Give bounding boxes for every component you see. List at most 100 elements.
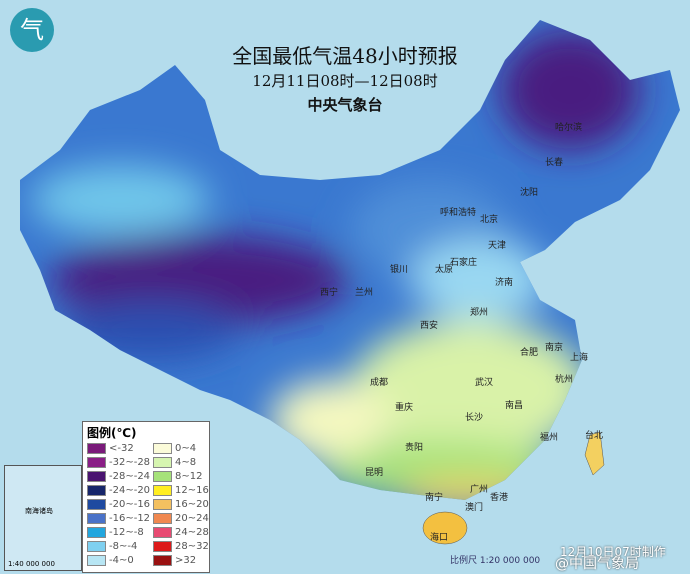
legend-swatch [153, 512, 172, 524]
city-label: 香港 [490, 493, 509, 503]
watermark: @中国气象局 [555, 556, 639, 572]
legend-label: <-32 [109, 442, 134, 454]
legend-label: 20~24 [175, 512, 209, 524]
city-label: 银川 [390, 265, 409, 275]
south-china-sea-inset: 南海诸岛 1:40 000 000 [4, 465, 82, 571]
legend-label: -12~-8 [109, 526, 144, 538]
city-label: 郑州 [470, 308, 489, 318]
legend-item: -12~-8 [87, 526, 153, 538]
legend-item: -8~-4 [87, 540, 153, 552]
legend-label: 24~28 [175, 526, 209, 538]
city-label: 北京 [480, 215, 499, 225]
legend-swatch [87, 526, 106, 538]
legend-item: 12~16 [153, 484, 213, 496]
city-label: 石家庄 [450, 258, 478, 268]
legend-item: -28~-24 [87, 470, 153, 482]
city-label: 南宁 [425, 493, 444, 503]
legend-label: -20~-16 [109, 498, 151, 510]
legend-item: >32 [153, 554, 213, 566]
legend-label: -4~0 [109, 554, 134, 566]
city-label: 澳门 [465, 503, 484, 513]
map-scale: 比例尺 1:20 000 000 [450, 556, 541, 566]
legend-swatch [153, 470, 172, 482]
legend-swatch [87, 442, 106, 454]
legend-item: -16~-12 [87, 512, 153, 524]
city-label: 长沙 [465, 413, 484, 423]
logo-glyph: 气 [20, 16, 44, 44]
map-issuer: 中央气象台 [307, 96, 383, 114]
inset-label: 南海诸岛 [25, 507, 53, 515]
city-label: 天津 [488, 241, 507, 251]
city-label: 广州 [470, 485, 489, 495]
city-label: 西宁 [320, 288, 339, 298]
legend-item: -20~-16 [87, 498, 153, 510]
production-time: 12月10日07时制作 [560, 545, 666, 559]
legend-swatch [87, 554, 106, 566]
legend-swatch [87, 512, 106, 524]
legend-item: -32~-28 [87, 456, 153, 468]
legend-swatch [153, 498, 172, 510]
legend-label: 12~16 [175, 484, 209, 496]
city-label: 南京 [545, 343, 564, 353]
legend-item: 8~12 [153, 470, 213, 482]
city-label: 沈阳 [520, 188, 539, 198]
legend-label: -24~-20 [109, 484, 151, 496]
legend-item: 0~4 [153, 442, 213, 454]
legend-swatch [87, 470, 106, 482]
city-label: 太原 [435, 265, 454, 275]
legend: 图例(℃) <-32 0~4 -32~-28 4~8 -28~-24 8~12 -24~-2… [82, 421, 210, 573]
city-label: 贵阳 [405, 443, 424, 453]
legend-label: -16~-12 [109, 512, 151, 524]
city-label: 昆明 [365, 468, 384, 478]
legend-label: 0~4 [175, 442, 197, 454]
legend-swatch [153, 442, 172, 454]
legend-swatch [87, 540, 106, 552]
legend-label: -8~-4 [109, 540, 138, 552]
legend-swatch [153, 456, 172, 468]
legend-item: 20~24 [153, 512, 213, 524]
legend-swatch [153, 526, 172, 538]
map-title: 全国最低气温48小时预报 [232, 44, 458, 68]
legend-label: -32~-28 [109, 456, 151, 468]
legend-label: 8~12 [175, 470, 203, 482]
legend-swatch [87, 484, 106, 496]
city-label: 海口 [430, 533, 449, 543]
legend-item: 4~8 [153, 456, 213, 468]
legend-label: 16~20 [175, 498, 209, 510]
taiwan [584, 431, 605, 476]
city-label: 哈尔滨 [555, 123, 583, 133]
city-label: 兰州 [355, 288, 374, 298]
city-label: 上海 [570, 353, 589, 363]
city-label: 重庆 [395, 403, 414, 413]
legend-title: 图例(℃) [87, 426, 137, 440]
city-label: 福州 [540, 433, 559, 443]
legend-item: 28~32 [153, 540, 213, 552]
map-period: 12月11日08时—12日08时 [252, 72, 438, 90]
legend-swatch [153, 540, 172, 552]
legend-item: 16~20 [153, 498, 213, 510]
inset-scale: 1:40 000 000 [8, 560, 55, 568]
legend-swatch [153, 484, 172, 496]
legend-swatch [87, 498, 106, 510]
city-label: 长春 [545, 158, 564, 168]
legend-swatch [87, 456, 106, 468]
legend-swatch [153, 554, 172, 566]
legend-item: -4~0 [87, 554, 153, 566]
city-label: 呼和浩特 [440, 208, 477, 218]
legend-item: 24~28 [153, 526, 213, 538]
cma-logo: 气 [10, 8, 54, 52]
hainan [422, 511, 468, 545]
legend-label: 4~8 [175, 456, 197, 468]
legend-item: -24~-20 [87, 484, 153, 496]
legend-label: 28~32 [175, 540, 209, 552]
city-label: 台北 [585, 431, 604, 441]
legend-item: <-32 [87, 442, 153, 454]
legend-label: -28~-24 [109, 470, 151, 482]
city-label: 成都 [370, 378, 389, 388]
city-label: 济南 [495, 278, 514, 288]
city-label: 武汉 [475, 378, 494, 388]
legend-label: >32 [175, 554, 197, 566]
city-label: 西安 [420, 321, 439, 331]
city-label: 合肥 [520, 348, 539, 358]
